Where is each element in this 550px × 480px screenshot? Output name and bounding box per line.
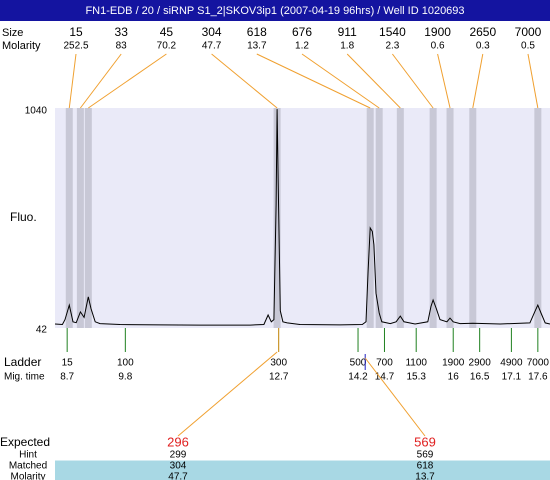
peak-size: 676	[292, 25, 312, 39]
peak-band	[76, 108, 84, 328]
peak-band	[446, 108, 454, 328]
peak-connector	[301, 53, 380, 109]
plot-area	[55, 108, 550, 328]
ladder-size: 100	[117, 358, 134, 369]
peak-molarity: 0.3	[476, 41, 490, 52]
row-value: 618	[417, 461, 434, 472]
peak-band	[396, 108, 404, 328]
y-axis-label: Fluo.	[10, 210, 37, 224]
title: FN1-EDB / 20 / siRNP S1_2|SKOV3ip1 (2007…	[85, 5, 464, 17]
peak-molarity: 0.5	[521, 41, 535, 52]
ladder-size: 700	[376, 358, 393, 369]
peak-band	[429, 108, 437, 328]
peak-band	[366, 108, 374, 328]
x-tick-label: 16.5	[470, 372, 490, 383]
row-value: 299	[170, 450, 187, 461]
ladder-size: 1100	[405, 358, 427, 369]
ladder-size: 1900	[442, 358, 465, 369]
peak-molarity: 1.2	[295, 41, 309, 52]
peak-molarity: 83	[116, 41, 128, 52]
peak-size: 304	[202, 25, 222, 39]
row-label: Size	[2, 27, 23, 39]
peak-size: 618	[247, 25, 267, 39]
ladder-size: 300	[270, 358, 287, 369]
title-bar	[0, 0, 550, 21]
y-tick-label: 1040	[25, 106, 48, 117]
x-axis-label: Mig. time	[4, 372, 45, 383]
peak-size: 33	[115, 25, 129, 39]
peak-size: 7000	[515, 25, 542, 39]
peak-molarity: 13.7	[247, 41, 267, 52]
ladder-size: 15	[62, 358, 74, 369]
match-link	[177, 351, 278, 437]
row-label: Expected	[0, 435, 50, 449]
peak-size: 45	[160, 25, 174, 39]
row-value: 13.7	[415, 472, 435, 480]
peak-band	[534, 108, 542, 328]
peak-size: 2650	[469, 25, 496, 39]
row-value: 47.7	[168, 472, 188, 480]
peak-band	[469, 108, 477, 328]
x-tick-label: 9.8	[118, 372, 132, 383]
peak-connector	[68, 53, 77, 109]
peak-connector	[527, 53, 539, 109]
ladder-size: 7000	[527, 358, 550, 369]
row-label: Matched	[9, 461, 47, 472]
peak-connector	[79, 53, 122, 109]
trace	[54, 109, 550, 326]
peak-size: 911	[338, 25, 357, 39]
match-link	[364, 357, 426, 437]
ladder-size: 500	[350, 358, 367, 369]
peak-molarity: 1.8	[340, 41, 354, 52]
x-tick-label: 8.7	[60, 372, 74, 383]
peak-size: 1900	[424, 25, 451, 39]
peak-connector	[88, 53, 167, 109]
peak-connector	[346, 53, 401, 109]
row-value: 296	[167, 434, 189, 449]
peak-connector	[392, 53, 434, 109]
ladder-size: 4900	[500, 358, 523, 369]
x-tick-label: 17.1	[502, 372, 522, 383]
peak-band	[65, 108, 73, 328]
x-tick-label: 14.2	[348, 372, 368, 383]
peak-band	[84, 108, 92, 328]
peak-connector	[256, 53, 371, 109]
row-label: Hint	[19, 450, 37, 461]
ladder-size: 2900	[469, 358, 492, 369]
x-tick-label: 15.3	[406, 372, 426, 383]
peak-molarity: 47.7	[202, 41, 222, 52]
y-tick-label: 42	[36, 325, 48, 336]
peak-molarity: 252.5	[63, 41, 88, 52]
x-tick-label: 16	[448, 372, 460, 383]
peak-molarity: 2.3	[385, 41, 399, 52]
row-label: Molarity	[2, 40, 41, 52]
row-label: Molarity	[10, 472, 45, 480]
row-value: 569	[417, 450, 434, 461]
peak-connector	[472, 53, 484, 109]
peak-connector	[211, 53, 278, 109]
x-tick-label: 12.7	[269, 372, 289, 383]
peak-band	[375, 108, 383, 328]
x-tick-label: 17.6	[528, 372, 548, 383]
peak-band	[273, 108, 281, 328]
row-background	[55, 460, 550, 472]
peak-size: 15	[69, 25, 83, 39]
peak-size: 1540	[379, 25, 406, 39]
row-background	[55, 471, 550, 480]
x-tick-label: 14.7	[375, 372, 395, 383]
peak-molarity: 0.6	[431, 41, 445, 52]
row-value: 569	[414, 434, 436, 449]
peak-connector	[437, 53, 451, 109]
row-value: 304	[170, 461, 187, 472]
peak-molarity: 70.2	[157, 41, 177, 52]
ladder-label: Ladder	[4, 355, 41, 369]
